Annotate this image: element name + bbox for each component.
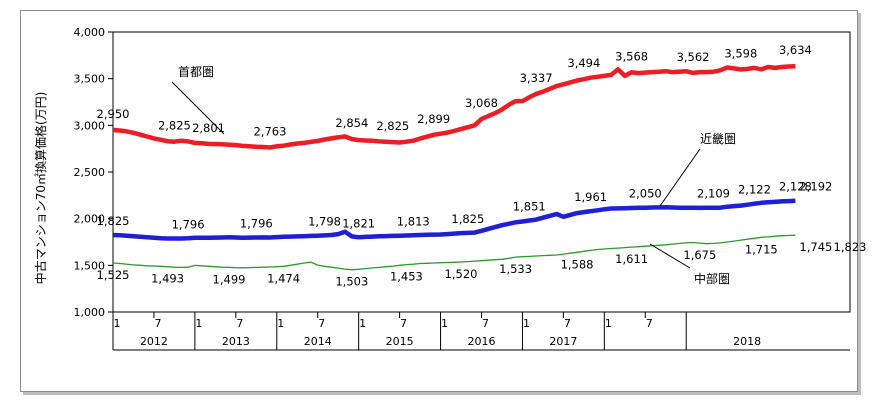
data-label: 2,854 — [335, 116, 368, 130]
series-name-label: 近畿圏 — [700, 132, 736, 146]
data-label: 1,493 — [151, 272, 184, 286]
data-label: 1,588 — [561, 257, 594, 271]
data-label: 1,745 — [799, 240, 832, 254]
x-tick-label: 7 — [154, 317, 161, 330]
x-tick-label: 1 — [605, 317, 612, 330]
data-label: 1,499 — [213, 272, 246, 286]
y-tick-label: 3,000 — [74, 119, 106, 132]
callout-leader — [649, 243, 691, 269]
x-tick-label: 1 — [359, 317, 366, 330]
x-tick-label: 7 — [236, 317, 243, 330]
data-label: 3,337 — [520, 71, 553, 85]
data-label: 3,562 — [677, 50, 710, 64]
x-tick-label: 7 — [564, 317, 571, 330]
year-label: 2015 — [386, 335, 414, 348]
data-label: 1,503 — [335, 275, 368, 289]
data-label: 1,675 — [683, 248, 716, 262]
series-name-label: 首都圏 — [178, 65, 214, 79]
y-tick-label: 3,500 — [74, 73, 106, 86]
data-label: 2,122 — [738, 183, 771, 197]
x-tick-label: 1 — [114, 317, 121, 330]
year-label: 2013 — [222, 335, 250, 348]
year-label: 2012 — [140, 335, 168, 348]
data-label: 3,598 — [724, 47, 757, 61]
data-label: 2,801 — [192, 121, 225, 135]
x-tick-label: 1 — [195, 317, 202, 330]
y-tick-label: 2,000 — [74, 213, 106, 226]
callout-leader — [659, 148, 701, 207]
data-label: 1,474 — [267, 271, 300, 285]
data-label: 1,798 — [308, 214, 341, 228]
year-label: 2016 — [468, 335, 496, 348]
y-tick-label: 1,000 — [74, 306, 106, 319]
data-label: 2,825 — [158, 119, 191, 133]
data-label: 2,825 — [376, 119, 409, 133]
data-label: 1,961 — [574, 190, 607, 204]
data-label: 2,050 — [629, 187, 662, 201]
data-label: 1,813 — [397, 214, 430, 228]
data-label: 1,825 — [97, 214, 130, 228]
data-label: 1,823 — [834, 240, 867, 254]
x-tick-label: 7 — [400, 317, 407, 330]
year-label: 2017 — [549, 335, 577, 348]
series-line-0 — [112, 63, 796, 150]
data-label: 3,494 — [567, 56, 600, 70]
year-label: 2014 — [304, 335, 332, 348]
data-label: 1,611 — [615, 252, 648, 266]
y-tick-label: 4,000 — [74, 26, 106, 39]
x-tick-label: 1 — [523, 317, 530, 330]
y-tick-label: 1,500 — [74, 259, 106, 272]
x-tick-label: 1 — [441, 317, 448, 330]
data-label: 1,533 — [499, 262, 532, 276]
y-tick-label: 2,500 — [74, 166, 106, 179]
data-label: 2,763 — [253, 124, 286, 138]
series-line-2 — [112, 234, 796, 271]
data-label: 1,715 — [745, 242, 778, 256]
data-label: 2,192 — [799, 180, 832, 194]
plot-area — [112, 31, 851, 313]
data-label: 2,950 — [97, 107, 130, 121]
data-label: 1,520 — [445, 267, 478, 281]
x-tick-label: 7 — [318, 317, 325, 330]
data-label: 1,525 — [97, 268, 130, 282]
series-name-label: 中部圏 — [694, 271, 730, 286]
data-label: 3,068 — [465, 96, 498, 110]
data-label: 1,796 — [172, 217, 205, 231]
data-label: 1,851 — [513, 200, 546, 214]
series-line-1 — [112, 198, 796, 241]
data-label: 1,825 — [451, 212, 484, 226]
data-label: 1,821 — [342, 216, 375, 230]
data-label: 1,453 — [390, 270, 423, 284]
x-tick-label: 1 — [277, 317, 284, 330]
data-label: 2,899 — [417, 112, 450, 126]
data-label: 1,796 — [240, 217, 273, 231]
x-tick-label: 7 — [482, 317, 489, 330]
y-axis-title: 中古マンション70㎡換算価格(万円) — [33, 92, 48, 285]
data-label: 2,109 — [697, 187, 730, 201]
data-label: 2,128 — [779, 180, 812, 194]
data-label: 3,634 — [779, 43, 812, 57]
chart-frame — [20, 10, 858, 392]
x-tick-label: 7 — [646, 317, 653, 330]
callout-leader — [171, 81, 225, 135]
data-label: 3,568 — [615, 49, 648, 63]
year-label: 2018 — [733, 335, 761, 348]
